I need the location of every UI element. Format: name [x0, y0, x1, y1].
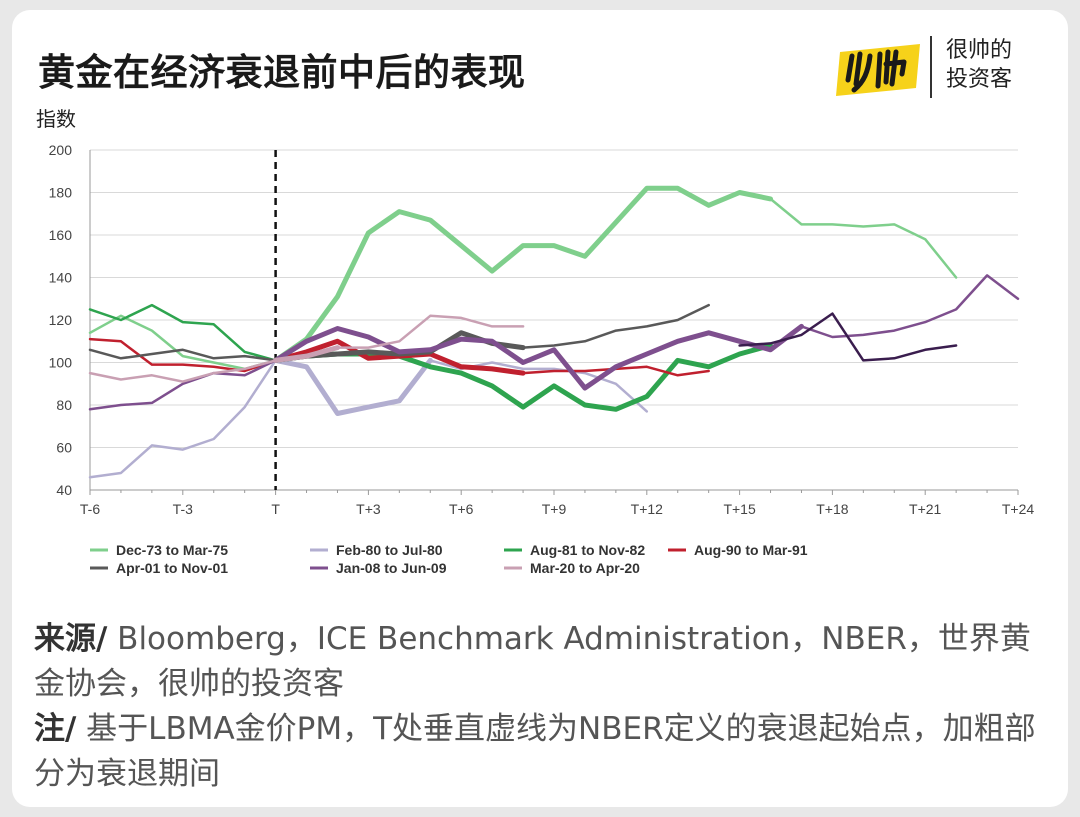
- note-label: 注/: [34, 711, 77, 747]
- y-tick-label: 40: [56, 482, 72, 498]
- series-recession-segment-0: [273, 185, 773, 363]
- note-line: 注/ 基于LBMA金价PM，T处垂直虚线为NBER定义的衰退起始点，加粗部分为衰…: [34, 707, 1054, 797]
- note-text: 基于LBMA金价PM，T处垂直虚线为NBER定义的衰退起始点，加粗部分为衰退期间: [34, 711, 1036, 792]
- legend-label: Feb-80 to Jul-80: [336, 542, 443, 558]
- source-label: 来源/: [34, 621, 108, 657]
- x-tick-label: T+15: [723, 501, 756, 517]
- x-tick-label: T-6: [80, 501, 100, 517]
- series-line-7: [738, 312, 958, 362]
- legend-label: Aug-81 to Nov-82: [530, 542, 645, 558]
- logo-text-line2: 投资客: [946, 67, 1013, 92]
- source-text: Bloomberg，ICE Benchmark Administration，N…: [34, 621, 1031, 702]
- x-tick-label: T+3: [356, 501, 381, 517]
- x-tick-label: T+24: [1002, 501, 1035, 517]
- y-tick-label: 80: [56, 397, 72, 413]
- x-tick-label: T: [271, 501, 280, 517]
- y-tick-label: 200: [49, 142, 73, 158]
- legend-label: Apr-01 to Nov-01: [116, 560, 228, 576]
- y-axis-label: 指数: [36, 107, 76, 131]
- card: 黄金在经济衰退前中后的表现 很帅的 投资客 指数 40 60 80 100 120 140 1…: [12, 10, 1068, 807]
- footer: 来源/ Bloomberg，ICE Benchmark Administrati…: [34, 617, 1054, 797]
- y-tick-label: 160: [49, 227, 73, 243]
- logo-icon: [836, 44, 920, 96]
- y-tick-label: 60: [56, 440, 72, 456]
- series-line-5: [88, 274, 1020, 411]
- x-tick-label: T+12: [631, 501, 664, 517]
- legend-label: Mar-20 to Apr-20: [530, 560, 640, 576]
- y-tick-label: 140: [49, 270, 73, 286]
- source-line: 来源/ Bloomberg，ICE Benchmark Administrati…: [34, 617, 1054, 707]
- y-tick-label: 120: [49, 312, 73, 328]
- legend-label: Dec-73 to Mar-75: [116, 542, 228, 558]
- page-title: 黄金在经济衰退前中后的表现: [38, 51, 526, 94]
- series-recession-segment-1: [273, 357, 433, 416]
- x-tick-label: T+6: [449, 501, 474, 517]
- series-line-1: [88, 359, 649, 479]
- x-tick-label: T+9: [542, 501, 567, 517]
- series-recession-segment-6: [273, 345, 340, 363]
- y-tick-label: 100: [49, 355, 73, 371]
- x-tick-label: T-3: [173, 501, 193, 517]
- x-tick-label: T+18: [816, 501, 849, 517]
- line-chart: 指数 40 60 80 100 120 140 160 180 200 T-6 T-3 T T+3 T+6 T…: [36, 107, 1035, 576]
- legend-label: Jan-08 to Jun-09: [336, 560, 447, 576]
- x-tick-label: T+21: [909, 501, 942, 517]
- series-line-0: [88, 187, 958, 371]
- logo-text-line1: 很帅的: [946, 38, 1013, 63]
- series-recession-segment-5: [273, 323, 804, 391]
- logo-text: 很帅的 投资客: [946, 36, 1046, 94]
- legend-label: Aug-90 to Mar-91: [694, 542, 808, 558]
- logo-divider: [930, 36, 932, 98]
- y-tick-label: 180: [49, 185, 73, 201]
